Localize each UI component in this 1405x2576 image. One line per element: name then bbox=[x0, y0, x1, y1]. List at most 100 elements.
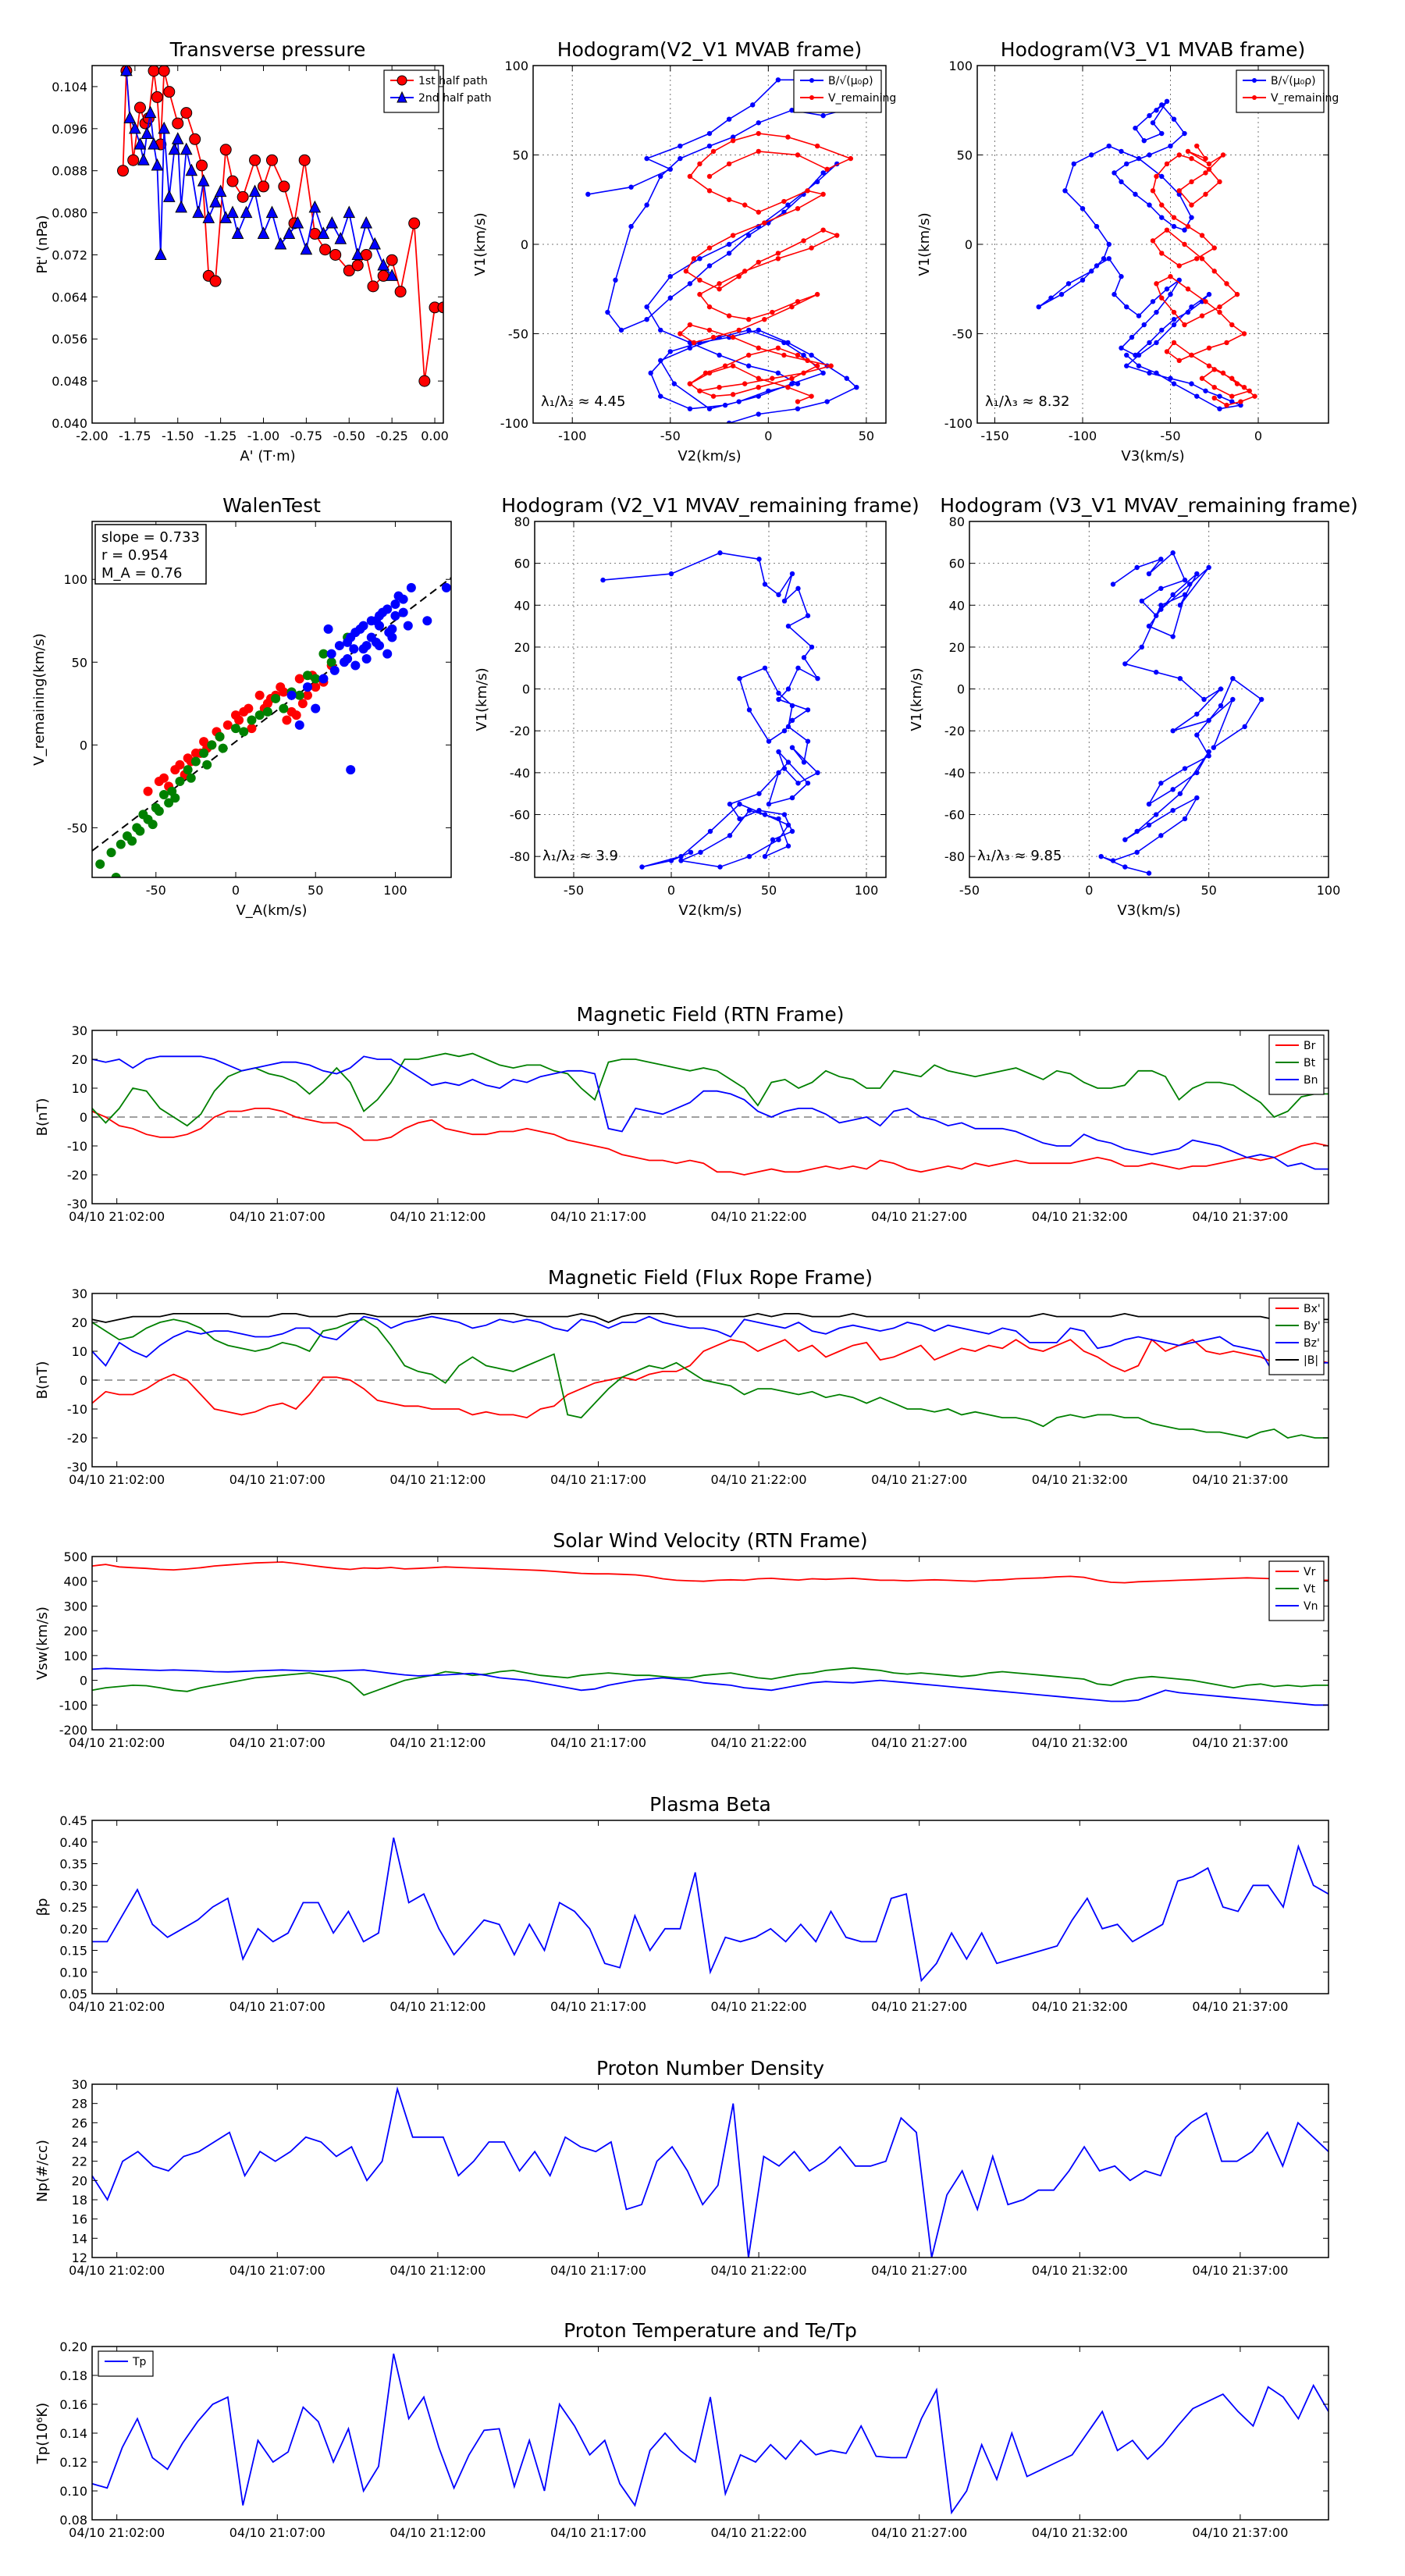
data-point bbox=[820, 370, 826, 376]
data-point bbox=[1112, 170, 1117, 176]
data-point bbox=[789, 375, 795, 381]
y-tick-label: 10 bbox=[72, 1081, 87, 1096]
y-tick-label: 0.096 bbox=[52, 122, 87, 137]
data-point bbox=[785, 724, 791, 730]
data-point bbox=[1201, 696, 1207, 703]
data-point bbox=[1122, 837, 1128, 842]
data-point bbox=[1176, 358, 1182, 364]
data-point bbox=[658, 327, 663, 333]
y-tick-label: -20 bbox=[67, 1168, 87, 1183]
data-point bbox=[1164, 227, 1170, 233]
data-point bbox=[283, 226, 296, 240]
data-point bbox=[706, 327, 713, 333]
eigenvalue-ratio-text: λ₁/λ₃ ≈ 9.85 bbox=[977, 848, 1062, 864]
data-point bbox=[1241, 385, 1247, 390]
data-point bbox=[1170, 634, 1176, 639]
data-point bbox=[1177, 791, 1183, 796]
data-point bbox=[265, 154, 278, 166]
data-point bbox=[639, 864, 645, 870]
x-tick-label: 0 bbox=[764, 429, 772, 443]
data-point bbox=[1229, 322, 1235, 328]
x-tick-label: 04/10 21:37:00 bbox=[1192, 2525, 1288, 2540]
data-point bbox=[1171, 316, 1177, 322]
data-point bbox=[795, 206, 801, 212]
data-point bbox=[756, 148, 761, 155]
x-tick-label: 04/10 21:27:00 bbox=[871, 2263, 967, 2278]
y-tick-label: 0.104 bbox=[52, 80, 87, 94]
data-point bbox=[1194, 795, 1200, 801]
data-point bbox=[795, 585, 801, 592]
data-point bbox=[678, 331, 683, 336]
data-point bbox=[1224, 340, 1229, 346]
data-point bbox=[1154, 669, 1159, 675]
data-point bbox=[148, 66, 160, 77]
x-tick-label: 0 bbox=[1085, 883, 1093, 898]
data-point bbox=[658, 393, 663, 399]
data-point bbox=[367, 280, 379, 293]
data-point bbox=[298, 154, 311, 166]
data-point bbox=[1134, 828, 1140, 834]
y-tick-label: 26 bbox=[72, 2115, 87, 2130]
legend-label: B/√(μ₀ρ) bbox=[828, 75, 873, 87]
y-tick-label: 100 bbox=[504, 59, 528, 73]
plot-area bbox=[92, 2086, 1329, 2258]
x-tick-label: -50 bbox=[564, 883, 584, 898]
data-point bbox=[1150, 188, 1156, 194]
panel-hodogram-v2-mvab: Hodogram(V2_V1 MVAB frame) -100 -50 0 50 -100… bbox=[472, 38, 896, 464]
data-point bbox=[785, 202, 791, 208]
y-tick-label: -50 bbox=[508, 327, 528, 342]
y-tick-label: -50 bbox=[67, 820, 87, 835]
y-tick-label: -20 bbox=[944, 724, 965, 738]
legend-marker bbox=[809, 95, 814, 100]
x-tick-label: 0 bbox=[232, 883, 240, 898]
data-point bbox=[297, 699, 308, 709]
y-tick-label: 10 bbox=[72, 1344, 87, 1359]
x-tick-label: 04/10 21:22:00 bbox=[711, 1472, 807, 1487]
y-axis-label: βp bbox=[34, 1898, 51, 1916]
data-point bbox=[746, 707, 752, 713]
y-tick-label: 0 bbox=[965, 237, 973, 252]
y-tick-label: 20 bbox=[949, 640, 965, 655]
data-point bbox=[736, 274, 742, 279]
data-point bbox=[1170, 592, 1176, 598]
data-point bbox=[95, 859, 105, 870]
data-point bbox=[1182, 322, 1187, 328]
data-point bbox=[1217, 304, 1222, 310]
data-point bbox=[398, 607, 408, 617]
y-tick-label: -20 bbox=[510, 724, 530, 738]
data-point bbox=[736, 327, 742, 333]
data-point bbox=[785, 822, 791, 828]
x-tick-label: 04/10 21:32:00 bbox=[1032, 1999, 1128, 2014]
data-point bbox=[1185, 309, 1191, 315]
x-tick-label: 04/10 21:37:00 bbox=[1192, 1472, 1288, 1487]
x-tick-label: -0.25 bbox=[375, 429, 407, 443]
data-point bbox=[239, 727, 249, 737]
x-tick-label: 04/10 21:02:00 bbox=[69, 1735, 165, 1750]
data-point bbox=[175, 776, 185, 786]
x-tick-label: -1.75 bbox=[119, 429, 151, 443]
data-point bbox=[195, 159, 208, 172]
data-point bbox=[628, 184, 634, 190]
data-point bbox=[144, 105, 157, 119]
x-tick-label: 04/10 21:07:00 bbox=[229, 1735, 325, 1750]
data-point bbox=[1124, 352, 1129, 358]
data-point bbox=[311, 674, 321, 684]
y-tick-label: 0.056 bbox=[52, 332, 87, 347]
x-tick-label: 04/10 21:12:00 bbox=[389, 1999, 486, 2014]
data-point bbox=[1189, 352, 1194, 358]
chart-title: Hodogram (V3_V1 MVAV_remaining frame) bbox=[940, 494, 1358, 517]
eigenvalue-ratio-text: λ₁/λ₃ ≈ 8.32 bbox=[985, 393, 1069, 410]
data-point bbox=[1168, 274, 1173, 279]
data-point bbox=[1194, 770, 1200, 776]
data-point bbox=[1177, 675, 1183, 681]
data-point bbox=[834, 233, 840, 238]
data-point bbox=[349, 644, 359, 654]
data-point bbox=[1062, 188, 1068, 194]
x-tick-label: -1.50 bbox=[162, 429, 194, 443]
data-point bbox=[736, 399, 742, 404]
y-tick-label: -10 bbox=[67, 1139, 87, 1154]
data-point bbox=[394, 286, 407, 298]
data-point bbox=[770, 309, 775, 315]
data-point bbox=[154, 806, 164, 817]
data-point bbox=[1199, 256, 1205, 262]
